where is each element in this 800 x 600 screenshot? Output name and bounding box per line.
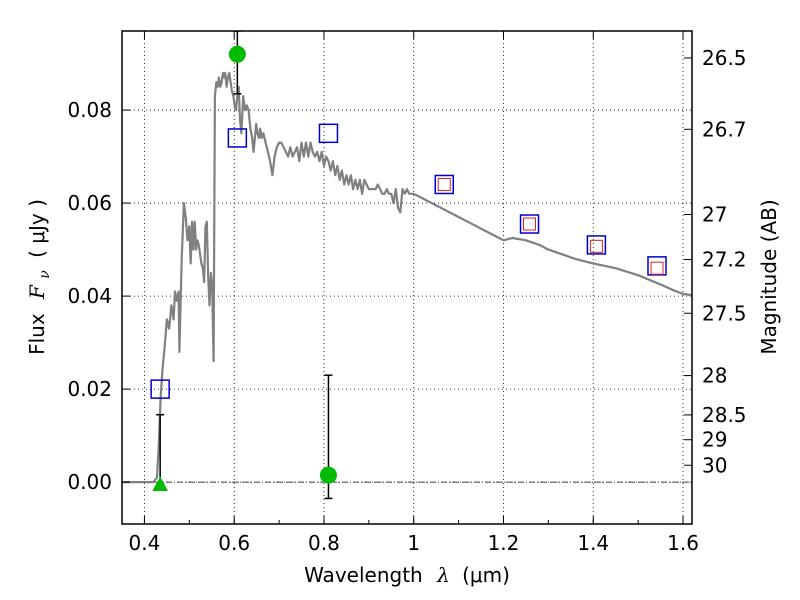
gridlines [122,31,692,524]
y2-tick-label: 27.5 [702,301,747,325]
y2-tick-label: 26.5 [702,46,747,70]
y-tick-label: 0.02 [67,377,112,401]
x-axis-title: Wavelength λ (μm) [304,563,510,587]
observed-flux-square [227,128,248,148]
model-flux-square [437,177,451,191]
observed-flux-square [586,235,607,255]
axis-tick-labels: 0.4 0.6 0.8 1 1.2 1.4 1.6 0.00 0.02 0.04 0.06 0.08 2… [67,46,746,555]
model-spectrum-line [122,71,692,484]
upper-limit-triangle [152,476,168,491]
x-tick-label: 1.6 [667,531,699,555]
y2-tick-label: 26.7 [702,117,747,141]
y2-tick-label: 27.2 [702,248,747,272]
y-tick-label: 0.06 [67,191,112,215]
model-flux-square [589,239,603,253]
y-tick-label: 0.00 [67,470,112,494]
y2-tick-label: 27 [702,202,727,226]
x-tick-label: 0.4 [129,531,161,555]
y-axis-title-subscript: ν [37,270,53,279]
y2-axis-title: Magnitude (AB) [757,199,781,354]
y-axis-title-symbol: F [25,284,49,300]
plot-frame [121,30,693,525]
y2-tick-label: 29 [702,428,727,452]
x-tick-label: 0.6 [218,531,250,555]
model-flux-square [523,217,537,231]
x-axis-title-unit: (μm) [462,563,510,587]
y-axis-title-text: Flux [25,313,49,355]
detection-point [228,45,246,63]
x-tick-label: 1.4 [577,531,609,555]
observed-flux-square [150,379,170,399]
y-tick-label: 0.04 [67,284,112,308]
x-axis-title-text: Wavelength [304,563,423,587]
y-axis-title-unit: ( μJy ) [25,199,49,258]
y2-tick-label: 28.5 [702,403,747,427]
x-tick-label: 0.8 [308,531,340,555]
observed-flux-square [434,174,455,195]
x-axis-title-symbol: λ [436,563,450,587]
y-tick-label: 0.08 [67,98,112,122]
model-flux-square [650,261,664,275]
x-tick-label: 1.2 [488,531,520,555]
detection-point [319,466,337,484]
y2-tick-label: 28 [702,364,727,388]
x-tick-label: 1 [407,531,420,555]
observed-flux-square [519,214,540,234]
observed-flux-square [647,256,667,276]
axis-ticks [122,31,692,524]
y-axis-title: Flux F ν ( μJy ) [25,199,54,355]
plot-area [122,31,692,500]
y2-tick-label: 30 [702,453,727,477]
observed-flux-square [318,123,339,144]
